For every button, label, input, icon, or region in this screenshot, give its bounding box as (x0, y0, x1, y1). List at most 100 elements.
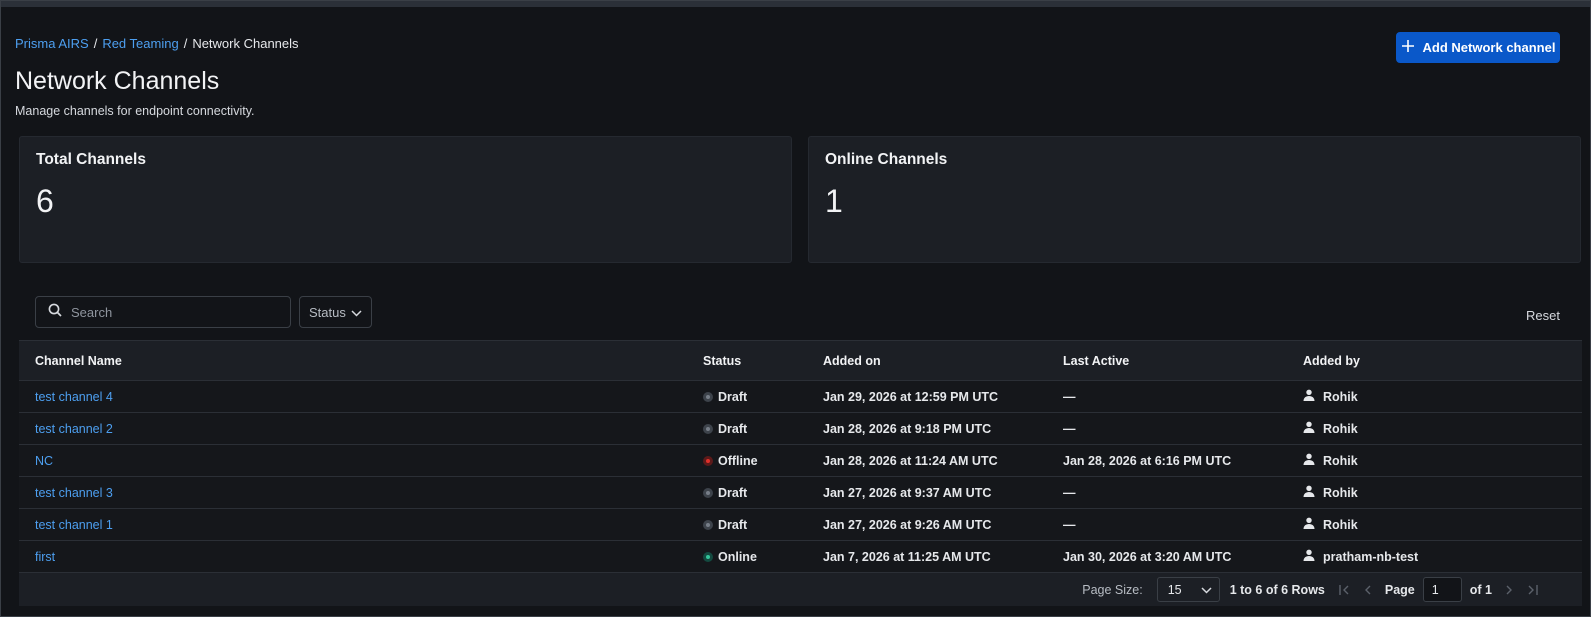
status-filter-dropdown[interactable]: Status (299, 296, 372, 328)
table-row[interactable]: NC Offline Jan 28, 2026 at 11:24 AM UTC Jan… (19, 444, 1582, 477)
breadcrumb-separator: / (183, 36, 188, 51)
status-cell: Draft (703, 509, 823, 541)
online-channels-value: 1 (825, 183, 843, 219)
online-channels-label: Online Channels (825, 151, 948, 168)
table-header-row: Channel Name Status Added on Last Active… (19, 340, 1582, 381)
status-draft-icon (703, 487, 713, 498)
search-icon (48, 303, 62, 322)
breadcrumb-current: Network Channels (192, 36, 299, 51)
breadcrumb-red-teaming[interactable]: Red Teaming (102, 36, 179, 51)
table-row[interactable]: test channel 1 Draft Jan 27, 2026 at 9:26 … (19, 508, 1582, 541)
rows-summary: 1 to 6 of 6 Rows (1229, 582, 1325, 597)
added-on-cell: Jan 27, 2026 at 9:26 AM UTC (823, 517, 992, 532)
added-by-cell: Rohik (1303, 381, 1582, 413)
page-label: Page (1384, 582, 1415, 597)
page-size-select[interactable]: 15 (1156, 577, 1220, 602)
breadcrumb-prisma-airs[interactable]: Prisma AIRS (15, 36, 89, 51)
online-channels-card: Online Channels 1 (808, 136, 1581, 263)
user-icon (1303, 453, 1315, 468)
last-active-cell: — (1063, 421, 1076, 436)
channel-name-link[interactable]: test channel 4 (35, 389, 113, 404)
column-channel-name[interactable]: Channel Name (35, 353, 122, 368)
status-text: Offline (718, 453, 758, 468)
page-total: of 1 (1469, 582, 1492, 597)
added-on-cell: Jan 27, 2026 at 9:37 AM UTC (823, 485, 992, 500)
table-row[interactable]: test channel 2 Draft Jan 28, 2026 at 9:18 … (19, 412, 1582, 445)
added-by-name: Rohik (1323, 453, 1358, 468)
table-row[interactable]: test channel 3 Draft Jan 27, 2026 at 9:37 … (19, 476, 1582, 509)
status-text: Draft (718, 517, 748, 532)
status-text: Draft (718, 421, 748, 436)
search-input[interactable] (71, 304, 271, 320)
last-active-cell: — (1063, 389, 1076, 404)
total-channels-label: Total Channels (36, 151, 146, 168)
table-row[interactable]: test channel 4 Draft Jan 29, 2026 at 12:59… (19, 380, 1582, 413)
status-text: Draft (718, 389, 748, 404)
user-icon (1303, 549, 1315, 564)
reset-button[interactable]: Reset (1526, 308, 1560, 323)
added-on-cell: Jan 7, 2026 at 11:25 AM UTC (823, 549, 991, 564)
status-cell: Draft (703, 413, 823, 445)
status-offline-icon (703, 455, 713, 466)
added-on-cell: Jan 28, 2026 at 9:18 PM UTC (823, 421, 992, 436)
status-filter-label: Status (309, 304, 346, 320)
channel-name-link[interactable]: NC (35, 453, 54, 468)
status-draft-icon (703, 391, 713, 402)
added-by-name: Rohik (1323, 517, 1358, 532)
top-bar (1, 1, 1590, 7)
status-cell: Online (703, 541, 823, 573)
added-by-name: pratham-nb-test (1323, 549, 1419, 564)
channel-name-cell: test channel 1 (19, 509, 703, 541)
breadcrumb-separator: / (93, 36, 98, 51)
previous-page-icon[interactable] (1364, 585, 1371, 595)
channel-name-link[interactable]: first (35, 549, 56, 564)
channel-name-cell: first (19, 541, 703, 573)
page-title: Network Channels (15, 67, 220, 95)
last-active-cell: Jan 28, 2026 at 6:16 PM UTC (1063, 453, 1232, 468)
last-active-cell: — (1063, 485, 1076, 500)
total-channels-value: 6 (36, 183, 54, 219)
status-cell: Draft (703, 477, 823, 509)
breadcrumb: Prisma AIRS / Red Teaming / Network Chan… (15, 36, 299, 51)
added-by-cell: Rohik (1303, 509, 1582, 541)
status-draft-icon (703, 423, 713, 434)
added-by-cell: pratham-nb-test (1303, 541, 1582, 573)
column-added-on[interactable]: Added on (823, 353, 881, 368)
added-by-name: Rohik (1323, 421, 1358, 436)
first-page-icon[interactable] (1339, 584, 1350, 595)
page-number-input[interactable] (1422, 577, 1462, 602)
added-by-cell: Rohik (1303, 445, 1582, 477)
table-row[interactable]: first Online Jan 7, 2026 at 11:25 AM UTC Ja… (19, 540, 1582, 573)
user-icon (1303, 517, 1315, 532)
added-by-name: Rohik (1323, 389, 1358, 404)
added-by-cell: Rohik (1303, 413, 1582, 445)
last-page-icon[interactable] (1527, 584, 1538, 595)
channel-name-link[interactable]: test channel 3 (35, 485, 113, 500)
add-network-channel-label: Add Network channel (1422, 40, 1556, 55)
status-text: Online (718, 549, 757, 564)
page-size-label: Page Size: (1082, 582, 1143, 597)
pagination: Page Size: 15 1 to 6 of 6 Rows Page of 1 (19, 573, 1582, 606)
user-icon (1303, 389, 1315, 404)
channel-name-link[interactable]: test channel 1 (35, 517, 113, 532)
column-last-active[interactable]: Last Active (1063, 353, 1130, 368)
last-active-cell: — (1063, 517, 1076, 532)
chevron-down-icon (351, 305, 362, 320)
plus-icon (1401, 37, 1415, 57)
channel-name-cell: test channel 3 (19, 477, 703, 509)
total-channels-card: Total Channels 6 (19, 136, 792, 263)
status-online-icon (703, 551, 713, 562)
user-icon (1303, 485, 1315, 500)
column-added-by[interactable]: Added by (1303, 353, 1360, 368)
add-network-channel-button[interactable]: Add Network channel (1396, 32, 1560, 63)
search-box[interactable] (35, 296, 291, 328)
channel-name-link[interactable]: test channel 2 (35, 421, 113, 436)
added-on-cell: Jan 29, 2026 at 12:59 PM UTC (823, 389, 999, 404)
added-on-cell: Jan 28, 2026 at 11:24 AM UTC (823, 453, 998, 468)
user-icon (1303, 421, 1315, 436)
status-cell: Draft (703, 381, 823, 413)
page-size-value: 15 (1167, 582, 1182, 597)
next-page-icon[interactable] (1506, 585, 1513, 595)
channel-name-cell: test channel 4 (19, 381, 703, 413)
column-status[interactable]: Status (703, 353, 742, 368)
